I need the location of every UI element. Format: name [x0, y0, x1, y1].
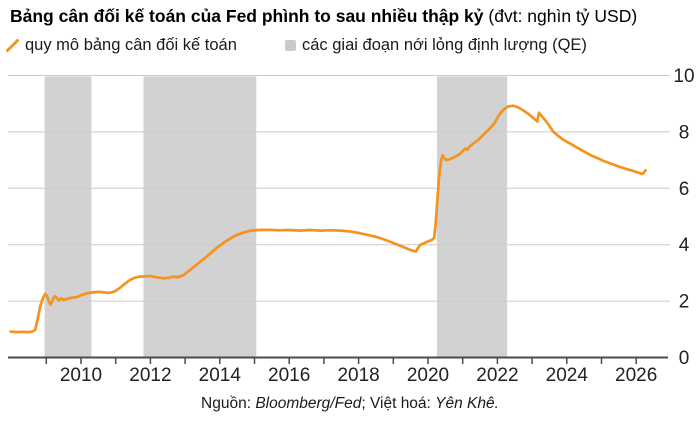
y-tick-label: 4	[679, 235, 690, 256]
chart-unit-text: (đvt: nghìn tỷ USD)	[483, 6, 638, 26]
gray-square-swatch-icon	[285, 40, 296, 51]
x-tick-label: 2010	[60, 365, 102, 386]
legend-label-balance-sheet: quy mô bảng cân đối kế toán	[25, 36, 237, 54]
balance-sheet-line	[9, 104, 647, 334]
y-tick-label: 10	[673, 66, 694, 87]
source-publisher: Bloomberg/Fed	[255, 395, 362, 412]
orange-line-swatch-icon	[6, 39, 19, 52]
source-separator: ;	[361, 395, 370, 412]
page-title: Bảng cân đối kế toán của Fed phình to sa…	[10, 5, 700, 28]
viet-hoa-prefix: Việt hoá:	[369, 395, 436, 412]
y-tick-label: 0	[679, 348, 690, 369]
x-tick-label: 2024	[546, 365, 589, 386]
source-line: Nguồn: Bloomberg/Fed; Việt hoá: Yên Khê.	[0, 393, 700, 415]
x-tick-label: 2018	[337, 365, 379, 386]
y-tick-label: 2	[679, 292, 690, 313]
qe-band	[143, 76, 257, 357]
chart-title-text: Bảng cân đối kế toán của Fed phình to sa…	[10, 6, 484, 26]
x-tick-label: 2014	[199, 365, 242, 386]
source-prefix: Nguồn:	[201, 395, 256, 412]
y-tick-label: 8	[679, 122, 690, 143]
x-tick-label: 2020	[407, 365, 449, 386]
x-tick-label: 2016	[268, 365, 310, 386]
chart-legend: quy mô bảng cân đối kế toán các giai đoạ…	[0, 36, 700, 56]
translator-name: Yên Khê.	[435, 395, 499, 412]
legend-label-qe: các giai đoạn nới lỏng định lượng (QE)	[302, 36, 587, 54]
qe-band	[44, 76, 92, 357]
legend-item-balance-sheet: quy mô bảng cân đối kế toán	[5, 36, 237, 55]
x-tick-label: 2012	[129, 365, 171, 386]
legend-item-qe: các giai đoạn nới lỏng định lượng (QE)	[285, 36, 587, 55]
x-tick-label: 2026	[615, 365, 657, 386]
x-tick-label: 2022	[476, 365, 518, 386]
y-tick-label: 6	[679, 179, 690, 200]
